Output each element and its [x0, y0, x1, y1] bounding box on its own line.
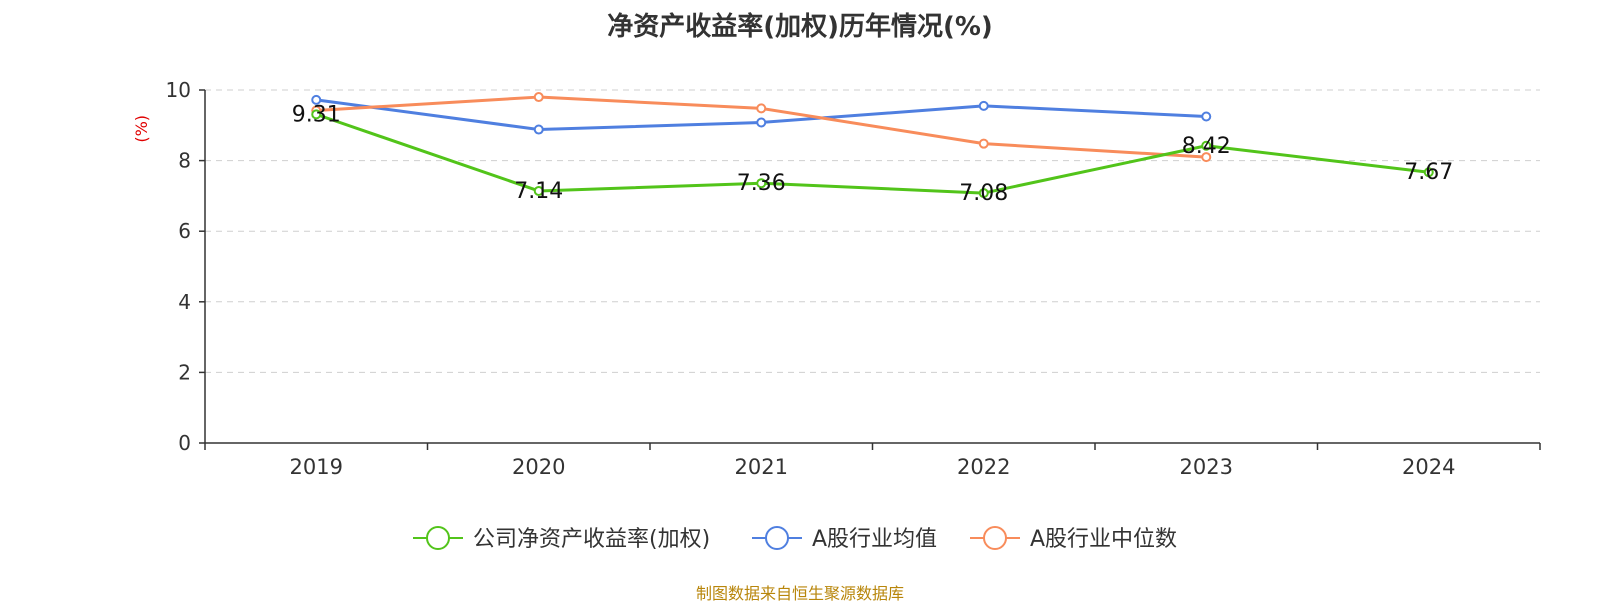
- axes: 0 2 4 6 8 10 2019 2020 2021 2022 2023 2024: [166, 78, 1541, 479]
- data-point: [978, 138, 989, 149]
- legend-label: A股行业中位数: [1030, 527, 1177, 552]
- data-label: 7.14: [514, 179, 563, 204]
- data-point: [978, 100, 989, 111]
- y-tick-label: 0: [178, 431, 191, 455]
- y-tick-label: 8: [178, 149, 191, 173]
- data-point: [1201, 152, 1212, 163]
- data-point: [756, 117, 767, 128]
- data-point: [756, 178, 767, 189]
- data-point: [311, 109, 322, 120]
- data-label: 7.36: [737, 171, 786, 196]
- legend-item[interactable]: 公司净资产收益率(加权): [413, 526, 710, 552]
- x-tick-label: 2022: [957, 455, 1010, 479]
- data-point: [1201, 140, 1212, 151]
- chart-title: 净资产收益率(加权)历年情况(%): [607, 12, 993, 42]
- y-tick-label: 2: [178, 360, 191, 384]
- data-point: [978, 188, 989, 199]
- y-axis-title: (%): [132, 115, 151, 143]
- x-tick-label: 2023: [1180, 455, 1233, 479]
- x-tick-label: 2019: [290, 455, 343, 479]
- series-line: [315, 112, 1429, 195]
- y-tick-label: 4: [178, 290, 191, 314]
- legend-label: 公司净资产收益率(加权): [473, 527, 710, 552]
- data-point: [756, 103, 767, 114]
- legend[interactable]: 公司净资产收益率(加权) A股行业均值 A股行业中位数: [413, 526, 1177, 552]
- legend-marker: [983, 526, 1007, 550]
- y-tick-label: 6: [178, 219, 191, 243]
- legend-marker: [426, 526, 450, 550]
- data-point: [533, 92, 544, 103]
- x-tick-label: 2021: [735, 455, 788, 479]
- legend-marker: [765, 526, 789, 550]
- series: [311, 92, 1434, 199]
- data-point: [533, 185, 544, 196]
- data-labels: 9.31 7.14 7.36 7.08 8.42 7.67: [292, 102, 1453, 206]
- data-label: 7.67: [1404, 160, 1453, 185]
- y-tick-label: 10: [166, 78, 191, 102]
- data-label: 9.31: [292, 102, 341, 127]
- gridlines: [205, 89, 1540, 373]
- legend-label: A股行业均值: [812, 527, 937, 552]
- x-tick-label: 2020: [512, 455, 565, 479]
- legend-item[interactable]: A股行业均值: [752, 526, 937, 552]
- data-point: [533, 124, 544, 135]
- data-label: 8.42: [1182, 134, 1231, 159]
- legend-item[interactable]: A股行业中位数: [970, 526, 1177, 552]
- data-label: 7.08: [959, 181, 1008, 206]
- data-point: [1201, 111, 1212, 122]
- data-source-note: 制图数据来自恒生聚源数据库: [695, 584, 904, 603]
- data-point: [1423, 167, 1434, 178]
- x-tick-label: 2024: [1402, 455, 1455, 479]
- data-point: [311, 94, 322, 105]
